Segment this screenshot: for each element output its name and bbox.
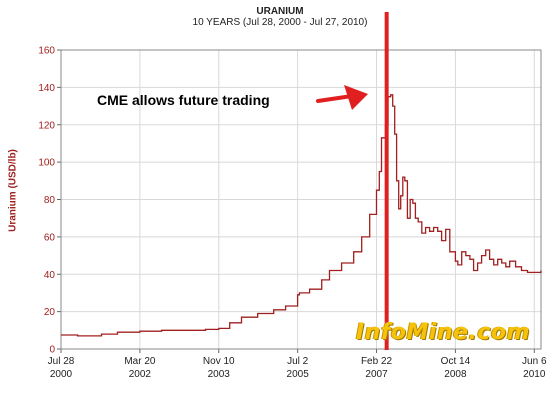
annotation-arrow-head — [344, 85, 368, 110]
y-tick-label: 80 — [44, 195, 56, 206]
x-tick-label-year: 2003 — [208, 369, 231, 380]
chart-title: URANIUM — [256, 6, 304, 17]
x-tick-label: Feb 22 — [361, 356, 393, 367]
annotation-arrow-shaft — [316, 94, 354, 103]
annotation-text: CME allows future trading — [97, 92, 270, 108]
y-tick-label: 0 — [49, 345, 55, 356]
y-tick-label: 60 — [44, 232, 56, 243]
x-tick-label: Mar 20 — [124, 356, 156, 367]
plot-border — [60, 49, 542, 350]
x-tick-label-year: 2008 — [444, 369, 467, 380]
y-tick-label: 160 — [38, 46, 55, 57]
x-tick-label-year: 2000 — [50, 369, 73, 380]
x-tick-label-year: 2002 — [129, 369, 152, 380]
y-tick-label: 120 — [38, 120, 55, 131]
series-line-uranium-price — [61, 94, 542, 337]
x-tick-label-year: 2005 — [287, 369, 310, 380]
y-tick-label: 40 — [44, 270, 56, 281]
y-tick-label: 140 — [38, 83, 55, 94]
y-tick-label: 20 — [44, 307, 56, 318]
y-tick-label: 100 — [38, 158, 55, 169]
infomine-watermark: InfoMine.com — [356, 320, 530, 345]
x-tick-label: Jun 6 — [522, 356, 547, 367]
x-tick-label: Jul 2 — [287, 356, 309, 367]
x-tick-label-year: 2007 — [365, 369, 388, 380]
x-tick-label: Nov 10 — [203, 356, 235, 367]
x-tick-label: Jul 28 — [48, 356, 75, 367]
chart-subtitle: 10 YEARS (Jul 28, 2000 - Jul 27, 2010) — [192, 17, 368, 28]
x-tick-label-year: 2010 — [523, 369, 546, 380]
x-tick-label: Oct 14 — [441, 356, 471, 367]
